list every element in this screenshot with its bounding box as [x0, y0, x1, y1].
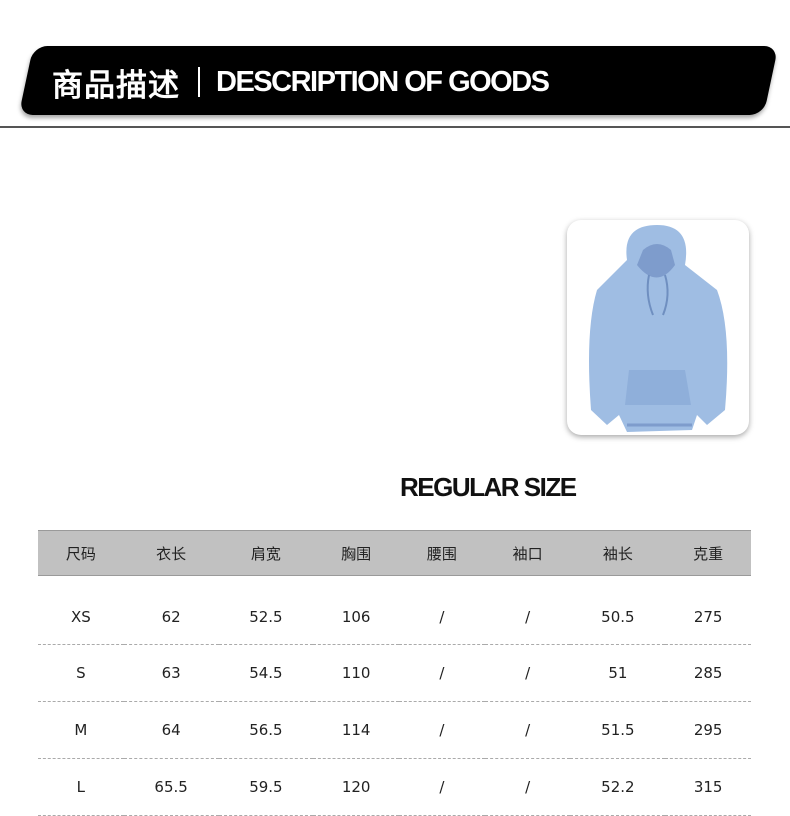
table-cell: 62 — [123, 575, 219, 645]
table-header: 尺码 衣长 肩宽 胸围 腰围 袖口 袖长 克重 — [38, 530, 751, 576]
col-header: 袖长 — [570, 530, 666, 576]
table-cell: 54.5 — [218, 644, 314, 702]
table-cell: / — [399, 701, 485, 759]
table-cell: 64 — [123, 701, 219, 759]
table-cell: / — [484, 575, 571, 645]
title-separator — [198, 67, 200, 97]
table-cell: 50.5 — [570, 575, 666, 645]
product-image — [567, 220, 749, 435]
table-cell: 275 — [665, 575, 751, 645]
col-header: 衣长 — [123, 530, 219, 576]
table-row: S 63 54.5 110//51 285 — [38, 644, 751, 702]
col-header: 克重 — [665, 530, 751, 576]
table-cell: 63 — [123, 644, 219, 702]
size-table: 尺码 衣长 肩宽 胸围 腰围 袖口 袖长 克重 XS 62 52.5 106//50.… — [38, 530, 751, 816]
table-cell: 52.5 — [218, 575, 314, 645]
table-cell: 110 — [313, 644, 400, 702]
table-cell: 51 — [570, 644, 666, 702]
table-cell: 120 — [313, 758, 400, 816]
col-header: 肩宽 — [218, 530, 314, 576]
table-cell: / — [484, 758, 571, 816]
col-header: 袖口 — [484, 530, 571, 576]
table-row: L 65.5 59.5 120//52.2 315 — [38, 758, 751, 816]
table-cell: 59.5 — [218, 758, 314, 816]
col-header: 胸围 — [313, 530, 400, 576]
table-cell: / — [399, 758, 485, 816]
table-cell: / — [484, 701, 571, 759]
table-cell: 285 — [665, 644, 751, 702]
hoodie-image — [589, 225, 728, 432]
col-header: 腰围 — [399, 530, 485, 576]
table-cell: 65.5 — [123, 758, 219, 816]
table-cell: XS — [38, 575, 124, 645]
title: 商品描述 DESCRIPTION OF GOODS — [52, 58, 550, 106]
table-cell: / — [399, 575, 485, 645]
size-title: REGULAR SIZE — [400, 472, 577, 502]
title-cn: 商品描述 — [52, 67, 180, 104]
table-cell: M — [38, 701, 124, 759]
table-cell: 56.5 — [218, 701, 314, 759]
table-cell: / — [484, 644, 571, 702]
table-cell: 114 — [313, 701, 400, 759]
table-cell: 315 — [665, 758, 751, 816]
table-cell: L — [38, 758, 124, 816]
title-en: DESCRIPTION OF GOODS — [216, 65, 550, 98]
table-row: M 64 56.5 114//51.5 295 — [38, 701, 751, 759]
table-row: XS 62 52.5 106//50.5 275 — [38, 575, 751, 645]
table-cell: S — [38, 644, 124, 702]
table-cell: 52.2 — [570, 758, 666, 816]
col-header: 尺码 — [38, 530, 124, 576]
table-cell: 295 — [665, 701, 751, 759]
table-cell: / — [399, 644, 485, 702]
table-cell: 51.5 — [570, 701, 666, 759]
divider — [0, 126, 790, 128]
table-cell: 106 — [313, 575, 400, 645]
